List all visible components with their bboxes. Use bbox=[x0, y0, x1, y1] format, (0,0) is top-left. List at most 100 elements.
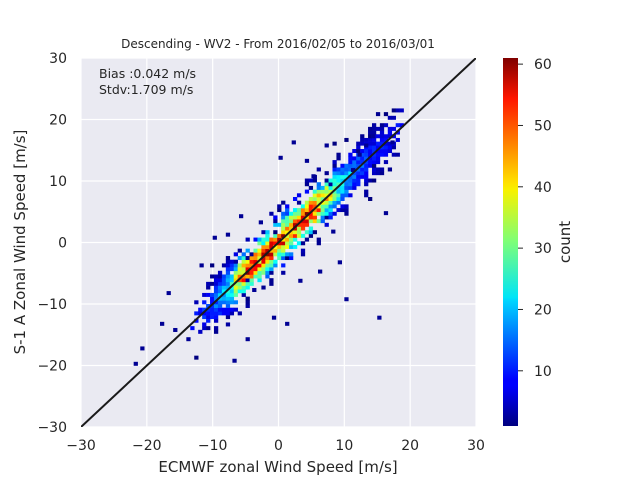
heatmap-cell bbox=[241, 278, 246, 283]
heatmap-cell bbox=[332, 174, 337, 179]
heatmap-outlier-cell bbox=[140, 346, 145, 351]
heatmap-cell bbox=[360, 137, 365, 142]
heatmap-cell bbox=[368, 134, 373, 139]
heatmap-cell bbox=[320, 200, 325, 205]
heatmap-cell bbox=[356, 163, 361, 168]
heatmap-cell bbox=[206, 304, 211, 308]
heatmap-cell bbox=[395, 137, 400, 142]
heatmap-cell bbox=[304, 211, 310, 216]
heatmap-outlier-cell bbox=[166, 291, 171, 296]
heatmap-cell bbox=[277, 204, 282, 209]
heatmap-cell bbox=[364, 149, 369, 154]
heatmap-cell bbox=[225, 278, 231, 283]
heatmap-cell bbox=[364, 160, 369, 165]
heatmap-cell bbox=[383, 112, 389, 117]
heatmap-cell bbox=[217, 274, 223, 279]
heatmap-cell bbox=[289, 252, 294, 257]
heatmap-cell bbox=[210, 281, 215, 286]
heatmap-cell bbox=[221, 281, 227, 286]
heatmap-cell bbox=[285, 219, 290, 224]
heatmap-cell bbox=[277, 244, 282, 249]
heatmap-cell bbox=[312, 204, 317, 209]
heatmap-cell bbox=[257, 274, 262, 279]
heatmap-cell bbox=[312, 196, 317, 201]
heatmap-cell bbox=[356, 145, 361, 150]
heatmap-cell bbox=[348, 167, 353, 172]
heatmap-outlier-cell bbox=[271, 315, 277, 320]
heatmap-cell bbox=[221, 274, 227, 279]
heatmap-cell bbox=[340, 196, 345, 201]
heatmap-cell bbox=[336, 182, 341, 187]
heatmap-cell bbox=[336, 167, 341, 172]
heatmap-cell bbox=[213, 285, 219, 290]
heatmap-cell bbox=[265, 244, 270, 249]
heatmap-cell bbox=[352, 149, 357, 154]
heatmap-cell bbox=[233, 274, 238, 279]
heatmap-cell bbox=[383, 149, 389, 154]
heatmap-cell bbox=[277, 256, 282, 261]
heatmap-cell bbox=[249, 259, 254, 264]
heatmap-cell bbox=[241, 256, 246, 261]
heatmap-cell bbox=[336, 208, 341, 213]
heatmap-cell bbox=[371, 178, 377, 183]
heatmap-cell bbox=[328, 208, 333, 213]
heatmap-cell bbox=[229, 259, 235, 264]
heatmap-cell bbox=[332, 200, 337, 205]
heatmap-cell bbox=[371, 123, 377, 128]
heatmap-cell bbox=[356, 160, 361, 165]
heatmap-cell bbox=[281, 222, 286, 227]
y-tick-label: −10 bbox=[37, 297, 67, 313]
heatmap-cell bbox=[210, 263, 215, 268]
heatmap-cell bbox=[213, 300, 219, 305]
heatmap-cell bbox=[281, 248, 286, 253]
heatmap-cell bbox=[289, 226, 294, 231]
heatmap-cell bbox=[344, 163, 349, 168]
heatmap-outlier-cell bbox=[331, 229, 336, 234]
heatmap-cell bbox=[296, 222, 302, 227]
heatmap-cell bbox=[241, 263, 246, 268]
heatmap-cell bbox=[241, 252, 246, 257]
heatmap-cell bbox=[308, 178, 314, 183]
heatmap-cell bbox=[360, 174, 365, 179]
heatmap-cell bbox=[265, 248, 270, 253]
heatmap-cell bbox=[300, 241, 306, 246]
heatmap-cell bbox=[217, 289, 223, 294]
heatmap-cell bbox=[241, 270, 246, 275]
heatmap-cell bbox=[312, 193, 317, 198]
heatmap-cell bbox=[269, 278, 274, 283]
heatmap-cell bbox=[281, 256, 286, 261]
heatmap-cell bbox=[202, 326, 207, 331]
heatmap-cell bbox=[296, 211, 302, 216]
heatmap-cell bbox=[324, 208, 329, 213]
heatmap-cell bbox=[229, 267, 235, 272]
heatmap-cell bbox=[324, 185, 329, 190]
heatmap-cell bbox=[364, 174, 369, 179]
heatmap-cell bbox=[308, 226, 314, 231]
heatmap-cell bbox=[332, 211, 337, 216]
heatmap-cell bbox=[213, 304, 219, 308]
heatmap-cell bbox=[289, 230, 294, 235]
heatmap-cell bbox=[273, 219, 278, 224]
heatmap-cell bbox=[245, 278, 250, 283]
heatmap-cell bbox=[364, 156, 369, 161]
heatmap-cell bbox=[225, 267, 231, 272]
heatmap-cell bbox=[312, 211, 317, 216]
heatmap-cell bbox=[277, 222, 282, 227]
heatmap-outlier-cell bbox=[350, 168, 356, 173]
heatmap-cell bbox=[332, 160, 337, 165]
heatmap-cell bbox=[296, 193, 302, 198]
heatmap-cell bbox=[257, 278, 262, 283]
heatmap-cell bbox=[210, 300, 215, 305]
heatmap-cell bbox=[285, 244, 290, 249]
heatmap-cell bbox=[225, 322, 231, 327]
heatmap-cell bbox=[308, 211, 314, 216]
heatmap-cell bbox=[221, 300, 227, 305]
y-tick-label: 30 bbox=[49, 51, 67, 67]
heatmap-cell bbox=[225, 311, 231, 316]
heatmap-cell bbox=[225, 292, 231, 297]
heatmap-cell bbox=[336, 196, 341, 201]
heatmap-cell bbox=[245, 256, 250, 261]
heatmap-cell bbox=[265, 259, 270, 264]
heatmap-cell bbox=[332, 193, 337, 198]
heatmap-cell bbox=[273, 259, 278, 264]
